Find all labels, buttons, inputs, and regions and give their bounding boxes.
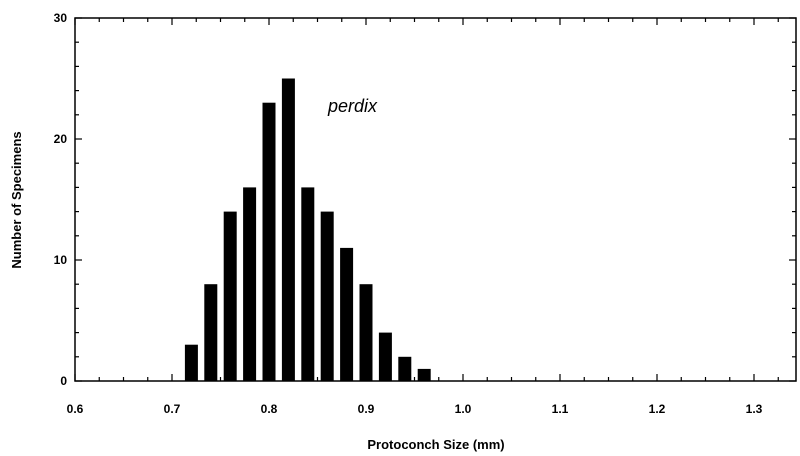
x-tick-label: 1.0 xyxy=(455,402,472,416)
y-tick-label: 10 xyxy=(54,253,68,267)
bar xyxy=(320,211,334,381)
y-tick-label: 0 xyxy=(60,374,67,388)
bar xyxy=(281,78,295,381)
bar xyxy=(262,102,276,381)
bars-group xyxy=(184,78,431,381)
x-tick-label: 0.8 xyxy=(261,402,278,416)
bar xyxy=(243,187,257,381)
bar xyxy=(204,284,218,381)
y-tick-label: 20 xyxy=(54,132,68,146)
bar xyxy=(417,368,431,381)
bar xyxy=(340,247,354,381)
bar xyxy=(301,187,315,381)
bar xyxy=(223,211,237,381)
x-tick-label: 1.2 xyxy=(649,402,666,416)
x-tick-label: 0.9 xyxy=(358,402,375,416)
ticks-group xyxy=(74,17,796,382)
annotation-perdix: perdix xyxy=(327,96,378,116)
x-tick-label: 0.7 xyxy=(164,402,181,416)
bar xyxy=(398,356,412,381)
y-axis-title: Number of Specimens xyxy=(9,131,24,268)
y-tick-label: 30 xyxy=(54,11,68,25)
x-tick-label: 1.3 xyxy=(746,402,763,416)
bar xyxy=(378,332,392,381)
x-axis-title: Protoconch Size (mm) xyxy=(367,437,504,452)
bar xyxy=(359,284,373,381)
plot-frame xyxy=(74,17,797,382)
bar xyxy=(184,344,198,381)
x-tick-label: 0.6 xyxy=(67,402,84,416)
x-tick-label: 1.1 xyxy=(552,402,569,416)
tick-labels-group: 0.6 0.7 0.8 0.9 1.0 1.1 1.2 1.3 0 10 20 30 xyxy=(54,11,763,416)
